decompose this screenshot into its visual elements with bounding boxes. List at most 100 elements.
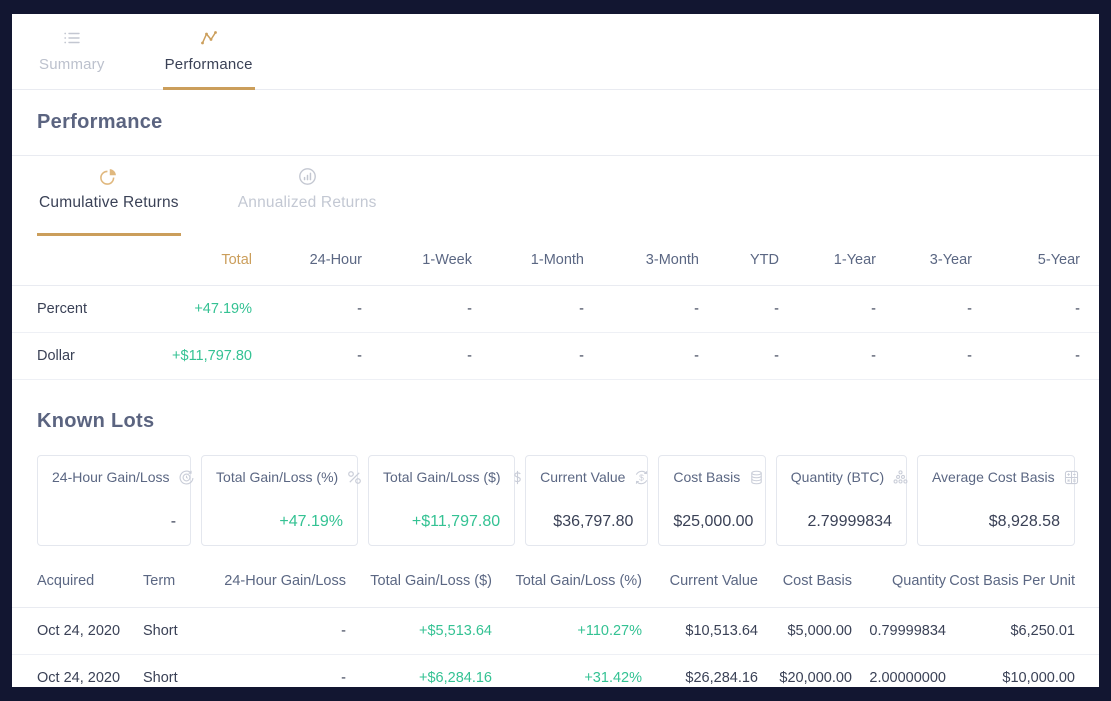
card-label: Total Gain/Loss ($) <box>383 469 501 485</box>
cell-1y: - <box>780 332 877 380</box>
cell-cost-basis-per-unit: $10,000.00 <box>947 654 1099 687</box>
lots-header-quantity: Quantity <box>853 555 947 608</box>
tab-cumulative-returns-label: Cumulative Returns <box>39 194 179 211</box>
table-row-percent: Percent +47.19% - - - - - - - - <box>12 285 1099 333</box>
tab-annualized-returns[interactable]: Annualized Returns <box>236 167 379 236</box>
card-label: Cost Basis <box>673 469 741 485</box>
table-row-dollar: Dollar +$11,797.80 - - - - - - - - <box>12 332 1099 380</box>
line-chart-icon <box>200 29 218 47</box>
list-icon <box>63 29 81 47</box>
pie-chart-icon <box>99 167 118 186</box>
lots-header-total-gain-usd: Total Gain/Loss ($) <box>347 555 493 608</box>
card-value: 2.79999834 <box>807 512 892 530</box>
lots-header-total-gain-pct: Total Gain/Loss (%) <box>493 555 643 608</box>
coins-stack-icon <box>748 469 765 486</box>
row-label: Percent <box>12 285 157 333</box>
returns-header-1y: 1-Year <box>780 236 877 286</box>
clock-refresh-icon <box>178 469 195 486</box>
returns-header-1w: 1-Week <box>363 236 473 286</box>
cell-5y: - <box>973 332 1099 380</box>
returns-header-blank <box>12 236 157 286</box>
percent-icon <box>346 469 363 486</box>
cell-total-gain-pct: +31.42% <box>493 654 643 687</box>
cell-1w: - <box>363 332 473 380</box>
cell-total-gain-usd: +$6,284.16 <box>347 654 493 687</box>
cell-total-gain-usd: +$5,513.64 <box>347 607 493 655</box>
cell-total: +47.19% <box>157 285 253 333</box>
cell-3y: - <box>877 285 973 333</box>
cell-term: Short <box>142 654 222 687</box>
cumulative-returns-table: Total 24-Hour 1-Week 1-Month 3-Month YTD… <box>12 236 1099 380</box>
returns-header-total: Total <box>157 236 253 286</box>
row-label: Dollar <box>12 332 157 380</box>
returns-header-row: Total 24-Hour 1-Week 1-Month 3-Month YTD… <box>12 236 1099 286</box>
lots-header-row: Acquired Term 24-Hour Gain/Loss Total Ga… <box>12 555 1099 608</box>
portfolio-panel: Summary Performance Performance <box>12 14 1099 687</box>
cell-3m: - <box>585 285 700 333</box>
card-label: Current Value <box>540 469 626 485</box>
returns-header-1m: 1-Month <box>473 236 585 286</box>
cell-1w: - <box>363 285 473 333</box>
dollar-icon <box>509 469 526 486</box>
cell-total: +$11,797.80 <box>157 332 253 380</box>
returns-header-3m: 3-Month <box>585 236 700 286</box>
dots-pyramid-icon <box>892 469 909 486</box>
card-label: Average Cost Basis <box>931 469 1055 485</box>
cell-total-gain-pct: +110.27% <box>493 607 643 655</box>
cell-current-value: $26,284.16 <box>643 654 759 687</box>
card-average-cost-basis: Average Cost Basis $8,928.58 <box>916 454 1078 546</box>
cell-1m: - <box>473 332 585 380</box>
card-value: $36,797.80 <box>553 512 634 530</box>
tab-summary[interactable]: Summary <box>37 14 107 89</box>
cell-quantity: 2.00000000 <box>853 654 947 687</box>
card-current-value: Current Value $ $36,797.80 <box>525 454 649 546</box>
performance-heading-block: Performance <box>12 90 1099 156</box>
card-value: $8,928.58 <box>988 512 1060 530</box>
calculator-icon <box>1063 469 1080 486</box>
card-value: +$11,797.80 <box>411 512 501 530</box>
cell-cost-basis: $5,000.00 <box>759 607 853 655</box>
card-24h-gain-loss: 24-Hour Gain/Loss - <box>37 454 194 546</box>
cell-cost-basis: $20,000.00 <box>759 654 853 687</box>
cell-ytd: - <box>700 332 780 380</box>
card-label: Quantity (BTC) <box>790 469 885 485</box>
cell-3y: - <box>877 332 973 380</box>
card-value: - <box>170 512 177 530</box>
returns-header-3y: 3-Year <box>877 236 973 286</box>
cell-acquired: Oct 24, 2020 <box>12 654 142 687</box>
cell-quantity: 0.79999834 <box>853 607 947 655</box>
tab-annualized-returns-label: Annualized Returns <box>237 194 377 211</box>
cell-cost-basis-per-unit: $6,250.01 <box>947 607 1099 655</box>
known-lots-heading-block: Known Lots <box>12 380 1099 433</box>
lots-header-cost-basis: Cost Basis <box>759 555 853 608</box>
card-total-gain-loss-pct: Total Gain/Loss (%) +47.19% <box>201 454 362 546</box>
bar-chart-circle-icon <box>298 167 317 186</box>
cell-3m: - <box>585 332 700 380</box>
table-row-lot-1: Oct 24, 2020 Short - +$5,513.64 +110.27%… <box>12 607 1099 655</box>
known-lots-table: Acquired Term 24-Hour Gain/Loss Total Ga… <box>12 555 1099 687</box>
cell-1m: - <box>473 285 585 333</box>
tab-performance[interactable]: Performance <box>162 14 255 90</box>
returns-tab-bar: Cumulative Returns Annualized Returns <box>12 156 1099 236</box>
card-value: $25,000.00 <box>673 512 754 530</box>
svg-text:$: $ <box>640 472 645 482</box>
cell-24h: - <box>253 285 363 333</box>
returns-header-ytd: YTD <box>700 236 780 286</box>
lots-header-term: Term <box>142 555 222 608</box>
tab-cumulative-returns[interactable]: Cumulative Returns <box>37 167 181 236</box>
table-row-lot-2: Oct 24, 2020 Short - +$6,284.16 +31.42% … <box>12 654 1099 687</box>
returns-header-5y: 5-Year <box>973 236 1099 286</box>
cell-current-value: $10,513.64 <box>643 607 759 655</box>
lots-header-acquired: Acquired <box>12 555 142 608</box>
cell-24h: - <box>253 332 363 380</box>
cell-acquired: Oct 24, 2020 <box>12 607 142 655</box>
lots-header-current-value: Current Value <box>643 555 759 608</box>
lots-header-cost-basis-per-unit: Cost Basis Per Unit <box>947 555 1099 608</box>
card-label: Total Gain/Loss (%) <box>216 469 339 485</box>
cell-ytd: - <box>700 285 780 333</box>
cell-1y: - <box>780 285 877 333</box>
returns-header-24h: 24-Hour <box>253 236 363 286</box>
card-label: 24-Hour Gain/Loss <box>52 469 170 485</box>
known-lots-summary-cards: 24-Hour Gain/Loss - Total Gain/Loss (%) <box>37 454 1078 546</box>
page-title: Performance <box>37 111 163 133</box>
